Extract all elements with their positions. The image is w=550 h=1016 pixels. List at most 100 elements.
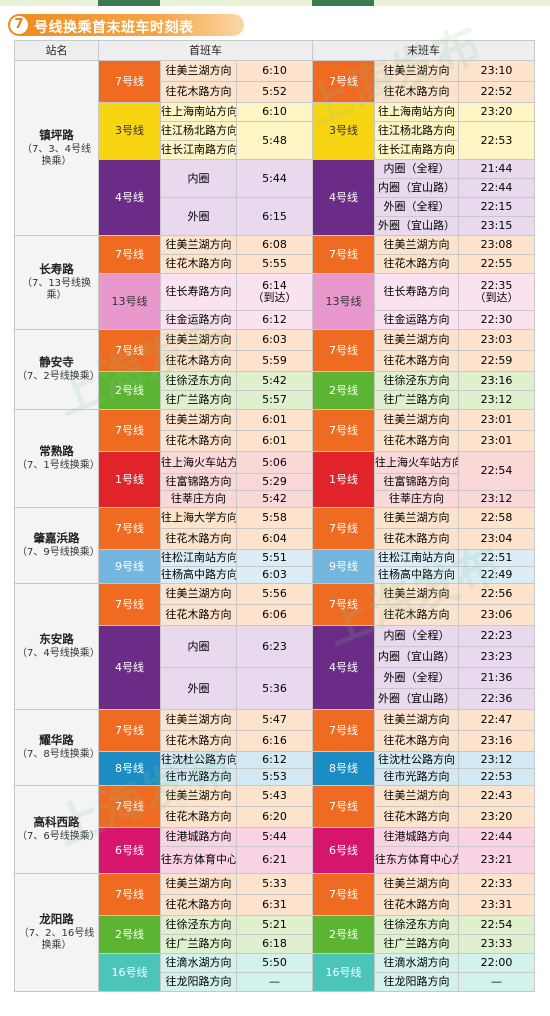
- last-train-direction: 往美兰湖方向: [374, 329, 460, 351]
- first-train-direction: 往花木路方向: [160, 254, 237, 274]
- first-train-time-value: 6:10: [262, 105, 287, 118]
- first-train-time: 6:03: [235, 566, 314, 584]
- last-train-time: 23:31: [458, 894, 536, 916]
- first-train-direction: 往沈杜公路方向: [160, 751, 237, 769]
- first-train-time: 5:52: [235, 81, 314, 103]
- last-train-time: 22:55: [458, 254, 536, 274]
- station-name: 镇坪路: [39, 127, 74, 142]
- last-train-direction: 内圈（全程）: [374, 625, 460, 647]
- table-row: 常熟路 （7、1号线换乘） 7号线 往美兰湖方向 6:01 7号线 往美兰湖方向 23:01: [14, 409, 536, 508]
- table-row: 往龙阳路方向 — 往龙阳路方向 —: [15, 972, 536, 992]
- first-train-time: 5:42: [235, 490, 314, 508]
- last-train-direction: 外圈（全程）: [374, 197, 460, 217]
- line-badge-first: 6号线: [98, 827, 161, 874]
- line-badge-last: 7号线: [312, 873, 376, 916]
- last-train-time: 22:00: [458, 953, 536, 973]
- table-row: 内圈（宜山路） 22:44: [15, 178, 536, 198]
- first-train-time-value: 6:21: [262, 853, 287, 866]
- table-row: 内圈（宜山路） 23:23: [15, 646, 536, 668]
- last-train-time-value: 22:49: [480, 568, 513, 581]
- last-train-time: 23:20: [458, 806, 536, 828]
- last-train-time: 23:04: [458, 528, 536, 550]
- table-row: 静安寺 （7、2号线换乘） 7号线 往美兰湖方向 6:03 7号线 往美兰湖方向 23:03: [14, 329, 536, 410]
- first-train-time: 5:06: [235, 451, 314, 474]
- first-train-direction: 往美兰湖方向: [160, 583, 237, 605]
- last-train-time: 22:15: [458, 197, 536, 217]
- last-train-time-value: 23:08: [480, 238, 513, 251]
- first-train-direction: 往市光路方向: [160, 768, 237, 786]
- line-badge-last: 7号线: [312, 329, 376, 372]
- first-train-direction: 往上海火车站方向: [160, 451, 237, 474]
- first-train-direction: 外圈: [160, 667, 237, 710]
- last-train-direction: 内圈（全程）: [374, 159, 460, 179]
- last-train-direction: 往美兰湖方向: [374, 409, 460, 431]
- first-train-time: 5:58: [235, 507, 314, 529]
- last-train-time-value: 23:03: [480, 333, 513, 346]
- line-badge-first: 7号线: [98, 507, 161, 550]
- line-badge-first: 2号线: [98, 371, 161, 410]
- line-badge-last: 7号线: [312, 60, 376, 103]
- station-transfer-note: （7、6号线换乘）: [17, 831, 99, 842]
- first-train-direction: 往花木路方向: [160, 81, 237, 103]
- first-train-time: 5:50: [235, 953, 314, 973]
- last-train-time: 23:06: [458, 604, 536, 626]
- table-row: 往花木路方向 6:01 往花木路方向 23:01: [15, 430, 536, 452]
- station-cell: 肇嘉浜路 （7、9号线换乘）: [14, 507, 99, 584]
- line-badge-last: 4号线: [312, 159, 376, 236]
- line-badge-last: 1号线: [312, 451, 376, 508]
- table-row: 2号线 往徐泾东方向 5:42 2号线 往徐泾东方向 23:16: [15, 371, 536, 410]
- first-train-time-value: 6:01: [262, 413, 287, 426]
- table-row: 外圈 6:15 外圈（全程） 22:15: [15, 197, 536, 236]
- first-train-time-value: 5:52: [262, 85, 287, 98]
- last-train-direction: 往美兰湖方向: [374, 709, 460, 731]
- line-badge-last: 2号线: [312, 915, 376, 954]
- line-badge-last: 6号线: [312, 827, 376, 874]
- table-row: 往富锦路方向 5:29 往富锦路方向: [15, 473, 535, 491]
- last-train-time-value: 23:20: [480, 810, 513, 823]
- last-train-direction: 往美兰湖方向: [374, 507, 460, 529]
- last-train-direction: 往松江南站方向: [374, 549, 460, 567]
- first-train-time-value: 6:16: [262, 734, 287, 747]
- last-train-direction: 往上海南站方向: [374, 102, 460, 122]
- station-transfer-note: （7、2号线换乘）: [17, 371, 99, 382]
- last-train-time: 23:15: [458, 216, 536, 236]
- line-badge-last: 4号线: [312, 625, 376, 710]
- first-train-direction: 往滴水湖方向: [160, 953, 237, 973]
- first-train-direction: 往金运路方向: [160, 310, 237, 330]
- top-strip: [0, 0, 550, 6]
- line-badge-last: 7号线: [312, 709, 376, 752]
- header-first-train: 首班车: [97, 40, 314, 61]
- last-train-direction: 外圈（全程）: [374, 667, 460, 689]
- last-train-direction: 往花木路方向: [374, 806, 460, 828]
- table-row: 镇坪路 （7、3、4号线换乘） 7号线 往美兰湖方向 6:10 7号线 往美兰湖方向 23:1…: [14, 60, 536, 236]
- line-badge-first: 7号线: [98, 873, 161, 916]
- station-cell: 高科西路 （7、6号线换乘）: [14, 785, 99, 874]
- station-name: 肇嘉浜路: [33, 531, 80, 545]
- station-name: 东安路: [39, 632, 74, 646]
- station-name: 长寿路: [39, 262, 74, 276]
- first-train-time-value: 6:14: [262, 279, 287, 292]
- line-badge-first: 2号线: [98, 915, 161, 954]
- first-train-time: 5:43: [235, 785, 314, 807]
- table-row: 往长江南路方向 往长江南路方向: [15, 140, 535, 160]
- last-train-time: 22:47: [458, 709, 536, 731]
- last-train-time: 22:23: [458, 625, 536, 647]
- station-cell: 静安寺 （7、2号线换乘）: [14, 329, 99, 410]
- first-train-time: 5:29: [235, 473, 314, 491]
- first-train-time: 5:42: [235, 371, 314, 391]
- line-badge-first: 4号线: [98, 159, 161, 236]
- table-row: 往花木路方向 5:59 往花木路方向 22:59: [15, 350, 536, 372]
- first-train-direction: 往花木路方向: [160, 350, 237, 372]
- table-row: 往东方体育中心方向 6:21 往东方体育中心方向 23:21: [15, 846, 536, 874]
- first-train-direction: 往莘庄方向: [160, 490, 237, 508]
- last-train-time: 22:30: [458, 310, 536, 330]
- station-transfer-note: （7、4号线换乘）: [17, 648, 99, 659]
- last-train-time-value: 23:10: [480, 64, 513, 77]
- last-train-direction: 往花木路方向: [374, 81, 460, 103]
- last-train-direction: 外圈（宜山路）: [374, 216, 460, 236]
- first-train-direction: 往美兰湖方向: [160, 329, 237, 351]
- table-row: 13号线 往长寿路方向 6:14 （到达） 13号线 往长寿路方向 22:35 （到达）: [15, 273, 536, 330]
- last-train-direction: 往杨高中路方向: [374, 566, 460, 584]
- last-train-time-value: 22:59: [480, 354, 513, 367]
- station-transfer-note: （7、2、16号线换乘）: [18, 928, 95, 951]
